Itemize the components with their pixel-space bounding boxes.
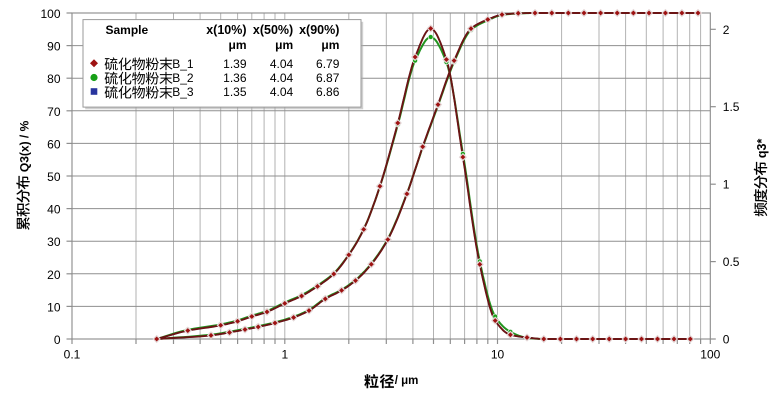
svg-text:1.5: 1.5 [723,100,740,114]
svg-text:60: 60 [47,137,61,151]
svg-text:20: 20 [47,268,61,282]
svg-text:Q3(x) / %: Q3(x) / % [18,120,32,172]
svg-text:30: 30 [47,235,61,249]
svg-text:x(90%): x(90%) [299,23,339,37]
svg-text:1.39: 1.39 [223,57,247,71]
svg-text:4.04: 4.04 [270,85,294,99]
svg-text:4.04: 4.04 [270,71,294,85]
svg-text:1: 1 [723,178,730,192]
svg-text:x(10%): x(10%) [206,23,246,37]
svg-text:0.5: 0.5 [723,255,740,269]
svg-text:6.79: 6.79 [316,57,340,71]
svg-text:50: 50 [47,170,61,184]
svg-text:100: 100 [40,7,60,21]
svg-text:μm: μm [275,38,293,52]
svg-text:0: 0 [723,333,730,347]
svg-text:1.35: 1.35 [223,85,247,99]
svg-text:100: 100 [700,348,720,362]
svg-text:0.1: 0.1 [64,348,81,362]
svg-text:q3*: q3* [755,139,769,159]
svg-text:1: 1 [281,348,288,362]
svg-text:μm: μm [228,38,246,52]
svg-text:6.86: 6.86 [316,85,340,99]
svg-text:1.36: 1.36 [223,71,247,85]
svg-text:B_1: B_1 [172,57,194,71]
svg-text:70: 70 [47,105,61,119]
svg-text:/ μm: / μm [395,375,419,387]
svg-text:Sample: Sample [106,23,149,37]
svg-text:2: 2 [723,23,730,37]
svg-text:80: 80 [47,72,61,86]
svg-text:μm: μm [321,38,339,52]
svg-text:4.04: 4.04 [270,57,294,71]
svg-text:B_3: B_3 [172,85,194,99]
svg-text:10: 10 [491,348,505,362]
svg-text:0: 0 [54,333,61,347]
svg-text:90: 90 [47,40,61,54]
svg-text:6.87: 6.87 [316,71,340,85]
svg-text:x(50%): x(50%) [253,23,293,37]
svg-text:40: 40 [47,203,61,217]
svg-text:B_2: B_2 [172,71,194,85]
svg-text:10: 10 [47,300,61,314]
